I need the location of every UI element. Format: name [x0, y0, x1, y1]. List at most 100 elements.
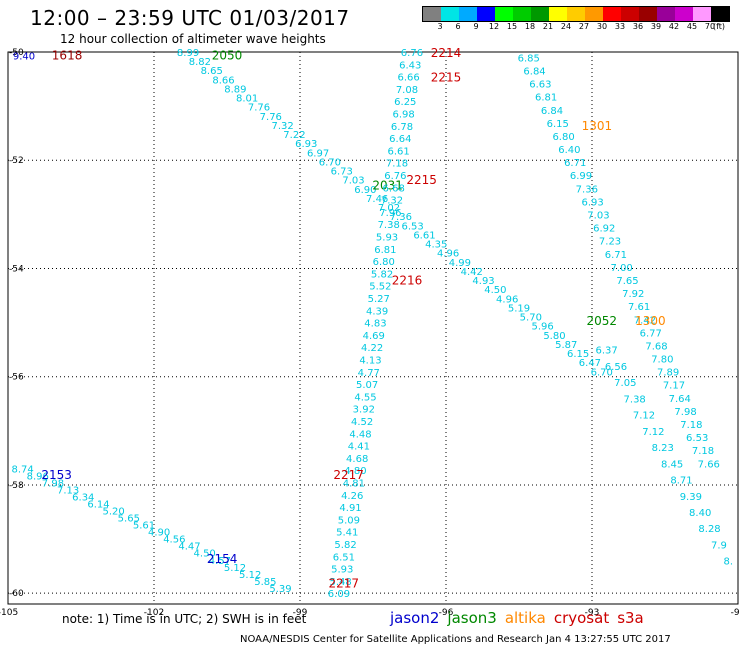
wave-height-value: 6.73 — [331, 167, 353, 178]
wave-height-value: 5.87 — [555, 340, 577, 351]
colorbar-label: (ft) — [712, 22, 726, 31]
wave-height-value: 9.39 — [680, 492, 702, 503]
wave-height-value: 4.77 — [358, 368, 380, 379]
pass-time-label: 2217 — [333, 468, 364, 482]
wave-height-value: 5.39 — [269, 584, 291, 595]
credit-line: NOAA/NESDIS Center for Satellite Applica… — [240, 634, 671, 645]
wave-height-value: 5.20 — [103, 507, 125, 518]
pass-time-label: 2215 — [431, 70, 462, 84]
wave-height-value: 6.93 — [581, 197, 603, 208]
wave-height-value: 6.71 — [564, 158, 586, 169]
wave-height-value: 6.25 — [394, 97, 416, 108]
wave-height-value: 6.71 — [605, 250, 627, 261]
wave-height-value: 5.19 — [508, 303, 530, 314]
wave-height-value: 7.32 — [381, 196, 403, 207]
pass-time-label: 2050 — [212, 49, 243, 63]
wave-height-value: 6.40 — [558, 145, 580, 156]
wave-height-value: 6.63 — [529, 80, 551, 91]
wave-height-value: 7.36 — [390, 212, 412, 223]
plot-frame — [7, 51, 739, 605]
wave-height-value: 6.15 — [547, 119, 569, 130]
wave-height-value: 7.22 — [283, 130, 305, 141]
y-tick-label: -56 — [9, 373, 24, 383]
wave-height-value: 7.23 — [599, 237, 621, 248]
pass-time-label: 2215 — [406, 173, 437, 187]
wave-height-value: 4.47 — [178, 542, 200, 553]
y-tick-label: -52 — [9, 156, 24, 166]
wave-height-value: 6.98 — [393, 109, 415, 120]
wave-height-value: 6.81 — [535, 93, 557, 104]
wave-height-value: 4.69 — [363, 331, 385, 342]
colorbar-label: 24 — [560, 22, 572, 31]
wave-height-value: 6.53 — [686, 433, 708, 444]
wave-height-value: 5.27 — [368, 294, 390, 305]
wave-height-value: 7.80 — [651, 355, 673, 366]
wave-height-value: 7.9 — [711, 540, 727, 551]
wave-height-value: 4.26 — [341, 491, 363, 502]
footnote: note: 1) Time is in UTC; 2) SWH is in fe… — [62, 612, 307, 626]
wave-height-value: 5.09 — [338, 515, 360, 526]
wave-height-value: 5.82 — [334, 540, 356, 551]
colorbar-swatch — [657, 7, 675, 21]
x-tick-label: -105 — [0, 608, 18, 618]
wave-height-value: 6.85 — [518, 53, 540, 64]
wave-height-value: 5.82 — [371, 269, 393, 280]
wave-height-value: 6.66 — [397, 73, 419, 84]
colorbar — [422, 6, 730, 22]
wave-height-value: 7.12 — [633, 411, 655, 422]
colorbar-swatch — [495, 7, 513, 21]
pass-time-label: 2217 — [329, 576, 360, 590]
wave-height-value: 7.13 — [57, 486, 79, 497]
wave-height-value: 7.98 — [42, 479, 64, 490]
wave-height-value: 7.65 — [616, 276, 638, 287]
colorbar-swatch — [567, 7, 585, 21]
colorbar-swatch — [477, 7, 495, 21]
wave-height-value: 7.38 — [378, 220, 400, 231]
wave-height-value: 5.48 — [329, 577, 351, 588]
wave-height-value: 6.34 — [72, 493, 94, 504]
colorbar-swatch — [675, 7, 693, 21]
page-title: 12:00 – 23:59 UTC 01/03/2017 — [30, 6, 350, 30]
wave-height-value: 6.81 — [374, 245, 396, 256]
wave-height-value: 6.53 — [401, 221, 423, 232]
wave-height-value: 8. — [723, 557, 733, 568]
colorbar-swatch — [441, 7, 459, 21]
colorbar-swatch — [549, 7, 567, 21]
colorbar-label: 36 — [632, 22, 644, 31]
wave-height-value: 7.03 — [342, 176, 364, 187]
y-tick-label: -50 — [9, 48, 24, 58]
wave-height-value: 4.41 — [348, 442, 370, 453]
wave-height-value: 6.84 — [541, 106, 563, 117]
wave-height-value: 8.66 — [212, 75, 234, 86]
wave-height-value: 6.97 — [307, 148, 329, 159]
wave-height-value: 6.77 — [640, 328, 662, 339]
colorbar-label: 21 — [542, 22, 554, 31]
wave-height-value: 6.61 — [388, 146, 410, 157]
wave-height-value: 7.61 — [628, 302, 650, 313]
legend-entry: altika — [504, 609, 546, 627]
wave-height-value: 5.07 — [356, 380, 378, 391]
wave-height-value: 5.41 — [336, 528, 358, 539]
colorbar-label: 30 — [596, 22, 608, 31]
legend-entry: s3a — [617, 609, 644, 627]
wave-height-value: 7.18 — [386, 159, 408, 170]
wave-height-value: 6.15 — [567, 349, 589, 360]
wave-height-value: 6.99 — [570, 171, 592, 182]
wave-height-value: 4.55 — [354, 392, 376, 403]
wave-height-value: 7.46 — [366, 194, 388, 205]
wave-height-value: 7.89 — [657, 368, 679, 379]
colorbar-label: 42 — [668, 22, 680, 31]
colorbar-swatch — [693, 7, 711, 21]
wave-height-value: 7.02 — [378, 203, 400, 214]
wave-height-value: 4.57 — [209, 556, 231, 567]
legend-entry: cryosat — [553, 609, 610, 627]
colorbar-label: 33 — [614, 22, 626, 31]
wave-height-value: 5.65 — [118, 514, 140, 525]
wave-height-value: 8.40 — [689, 508, 711, 519]
wave-height-value: 7.18 — [692, 446, 714, 457]
colorbar-label: 12 — [488, 22, 500, 31]
wave-height-value: 8.96 — [27, 472, 49, 483]
wave-height-value: 4.93 — [472, 276, 494, 287]
colorbar-swatch — [621, 7, 639, 21]
